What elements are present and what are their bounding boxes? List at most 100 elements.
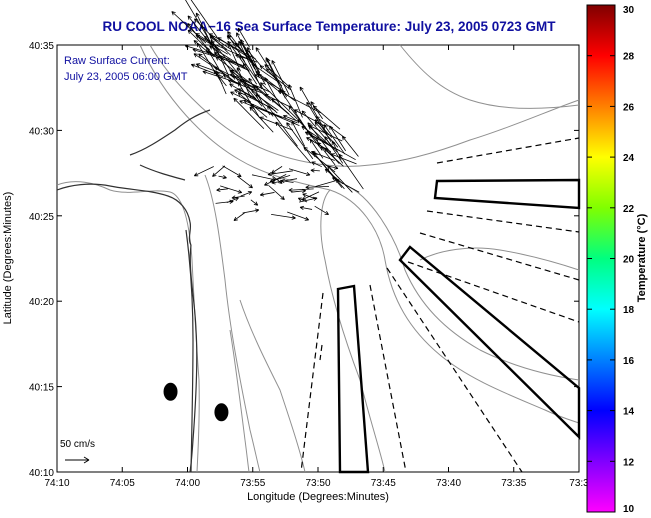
current-vector: [216, 187, 228, 192]
current-vector: [267, 170, 293, 177]
current-vector: [314, 205, 329, 215]
chart-title: RU COOL NOAA−16 Sea Surface Temperature:…: [102, 19, 556, 34]
colorbar-tick-label: 10: [623, 504, 635, 515]
current-vector: [288, 187, 314, 193]
y-tick-label: 40:20: [29, 297, 54, 308]
current-vector: [260, 82, 298, 120]
current-vector: [195, 63, 229, 77]
colorbar-tick-label: 28: [623, 52, 635, 63]
annotation-line-2: July 23, 2005 06:00 GMT: [64, 71, 188, 83]
current-vector: [271, 60, 290, 96]
current-vector: [230, 91, 251, 103]
current-vector: [315, 178, 340, 187]
current-vector: [188, 0, 218, 38]
current-vector: [323, 124, 346, 155]
current-vector: [341, 135, 359, 157]
current-vector: [237, 175, 253, 189]
current-vector: [305, 185, 330, 190]
y-tick-label: 40:25: [29, 212, 54, 223]
buoy-marker: [214, 403, 229, 422]
current-vector: [267, 105, 298, 147]
current-vector: [288, 105, 314, 138]
current-vector: [208, 33, 256, 60]
current-vector: [308, 125, 335, 150]
colorbar-tick-label: 18: [623, 305, 635, 316]
current-vector: [212, 165, 226, 177]
current-vector: [271, 214, 296, 220]
y-axis-ticks: 40:10 40:15 40:20 40:25 40:30 40:35: [29, 41, 579, 479]
current-vector: [232, 75, 258, 91]
current-vector: [233, 212, 246, 221]
current-vector: [271, 166, 283, 174]
x-tick-label: 74:05: [110, 478, 135, 489]
y-axis-label: Latitude (Degrees:Minutes): [2, 192, 14, 325]
current-vector: [299, 196, 318, 203]
current-vector: [303, 146, 336, 173]
current-vector: [196, 42, 223, 85]
y-tick-label: 40:35: [29, 41, 54, 52]
x-tick-label: 73:35: [501, 478, 526, 489]
current-vector: [325, 165, 339, 170]
current-vector: [240, 190, 253, 197]
current-vector: [237, 82, 260, 119]
current-vector: [239, 55, 270, 99]
current-vector: [226, 197, 239, 203]
current-vector: [283, 114, 303, 124]
current-vector: [330, 153, 357, 165]
current-vector: [310, 101, 323, 120]
current-vector: [329, 125, 346, 152]
current-vector: [294, 109, 327, 128]
current-vector: [277, 90, 321, 114]
current-vector: [297, 197, 308, 203]
x-tick-label: 73:45: [371, 478, 396, 489]
current-vector: [301, 110, 338, 153]
bathymetry-contours: [56, 44, 580, 473]
current-vector: [237, 27, 250, 48]
current-vector: [222, 165, 242, 177]
current-vector: [248, 77, 263, 103]
current-vector: [218, 175, 227, 180]
scale-vector-label: 50 cm/s: [60, 439, 95, 450]
current-vector: [271, 98, 290, 115]
current-vector: [245, 49, 266, 86]
current-vector: [236, 32, 256, 70]
current-vector: [209, 45, 246, 69]
current-vector: [291, 121, 306, 147]
x-tick-label: 73:3: [569, 478, 589, 489]
colorbar-tick-label: 30: [623, 5, 635, 16]
current-vector: [227, 31, 252, 63]
x-tick-label: 73:55: [240, 478, 265, 489]
current-vector: [311, 161, 322, 168]
surface-current-vectors: [171, 0, 364, 221]
plot-area: [56, 44, 580, 473]
current-vector: [185, 0, 211, 42]
current-vector: [272, 175, 283, 184]
current-vector: [234, 89, 274, 110]
current-vector: [310, 168, 320, 173]
current-vector: [213, 69, 227, 87]
x-tick-label: 74:10: [44, 478, 69, 489]
y-tick-label: 40:30: [29, 126, 54, 137]
current-vector: [266, 68, 283, 87]
coastline: [56, 109, 211, 473]
annotation-line-1: Raw Surface Current:: [64, 55, 170, 67]
colorbar-tick-label: 16: [623, 356, 635, 367]
colorbar-tick-label: 12: [623, 457, 635, 468]
current-vector: [250, 199, 259, 206]
current-vector: [280, 179, 294, 184]
current-vector: [187, 29, 216, 58]
buoy-marker: [163, 382, 178, 401]
current-vector: [220, 185, 243, 194]
x-axis-label: Longitude (Degrees:Minutes): [247, 491, 389, 503]
colorbar-tick-label: 24: [623, 153, 635, 164]
x-tick-label: 74:00: [175, 478, 200, 489]
scale-vector-arrow: [65, 456, 90, 464]
current-vector: [257, 73, 279, 91]
current-vector: [237, 92, 268, 118]
current-vector: [239, 100, 283, 119]
current-vector: [324, 136, 344, 164]
y-tick-label: 40:15: [29, 383, 54, 394]
x-axis-ticks: 74:10 74:05 74:00 73:55 73:50 73:45 73:40 73:35…: [44, 45, 589, 489]
current-vector: [242, 208, 260, 214]
